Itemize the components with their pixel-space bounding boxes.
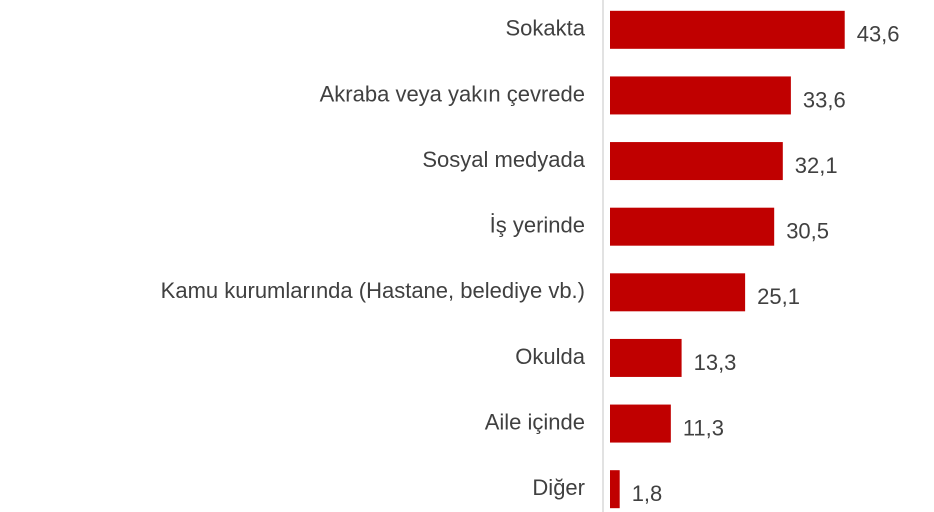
bar (610, 10, 845, 49)
value-label: 43,6 (857, 22, 900, 47)
category-label: Okulda (515, 344, 585, 369)
bar (610, 76, 791, 115)
category-label: İş yerinde (490, 213, 585, 238)
value-label: 1,8 (632, 481, 663, 506)
value-label: 30,5 (786, 219, 829, 244)
value-label: 13,3 (694, 350, 737, 375)
bar (610, 273, 746, 312)
value-label: 25,1 (757, 284, 800, 309)
category-label: Kamu kurumlarında (Hastane, belediye vb.… (161, 278, 585, 303)
value-label: 11,3 (683, 415, 724, 440)
value-label: 33,6 (803, 87, 846, 112)
bar (610, 142, 783, 181)
category-label: Akraba veya yakın çevrede (320, 81, 585, 106)
value-label: 32,1 (795, 153, 838, 178)
category-label: Sosyal medyada (422, 147, 585, 172)
bar (610, 404, 671, 443)
category-label: Diğer (532, 475, 585, 500)
category-label: Aile içinde (485, 409, 585, 434)
bar (610, 470, 620, 509)
bar (610, 207, 775, 246)
bar (610, 338, 682, 377)
category-label: Sokakta (506, 16, 586, 41)
